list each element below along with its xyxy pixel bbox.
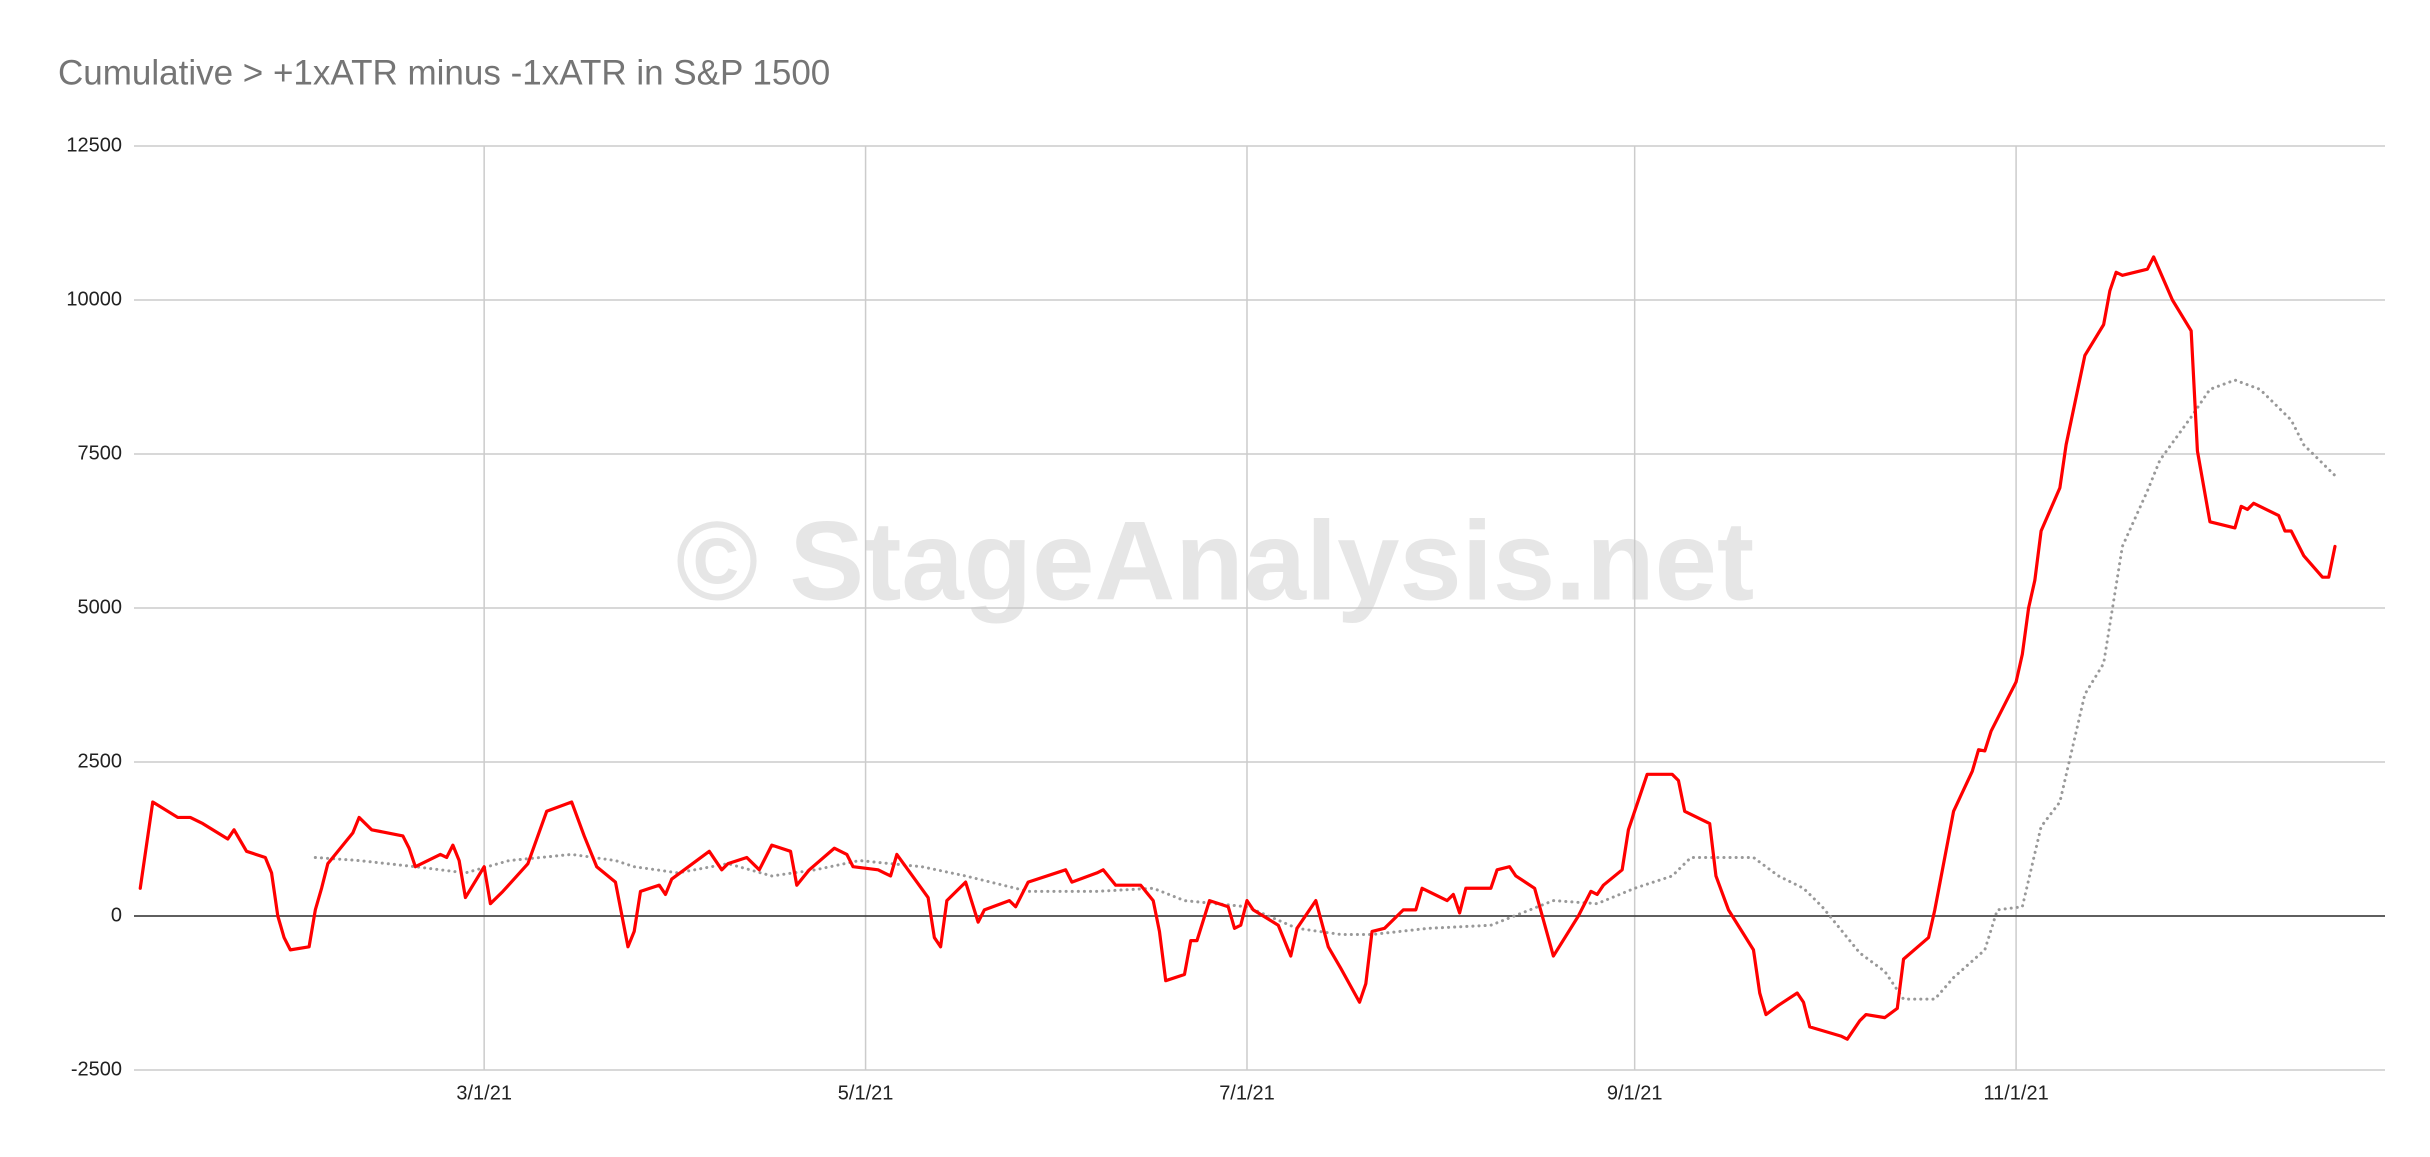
watermark: © StageAnalysis.net (676, 499, 1754, 624)
chart-title: Cumulative > +1xATR minus -1xATR in S&P … (58, 53, 830, 92)
y-tick-label: 12500 (66, 134, 122, 156)
y-tick-label: 0 (111, 904, 122, 926)
x-tick-label: 7/1/21 (1219, 1082, 1275, 1104)
x-tick-label: 9/1/21 (1607, 1082, 1663, 1104)
series-line (138, 255, 2337, 1041)
series-line (313, 378, 2337, 1001)
x-tick-label: 11/1/21 (1983, 1082, 2048, 1104)
x-tick-label: 5/1/21 (838, 1082, 894, 1104)
y-tick-label: 2500 (78, 750, 123, 772)
y-tick-label: 5000 (78, 596, 123, 618)
y-tick-label: 7500 (78, 442, 123, 464)
y-tick-label: 10000 (66, 288, 122, 310)
grid: -2500 0 2500 5000 7500 10000 12500 3/1/21 5/1/21… (66, 134, 2385, 1104)
y-tick-label: -2500 (71, 1058, 122, 1080)
x-tick-label: 3/1/21 (456, 1082, 512, 1104)
plot-area (138, 255, 2337, 1041)
